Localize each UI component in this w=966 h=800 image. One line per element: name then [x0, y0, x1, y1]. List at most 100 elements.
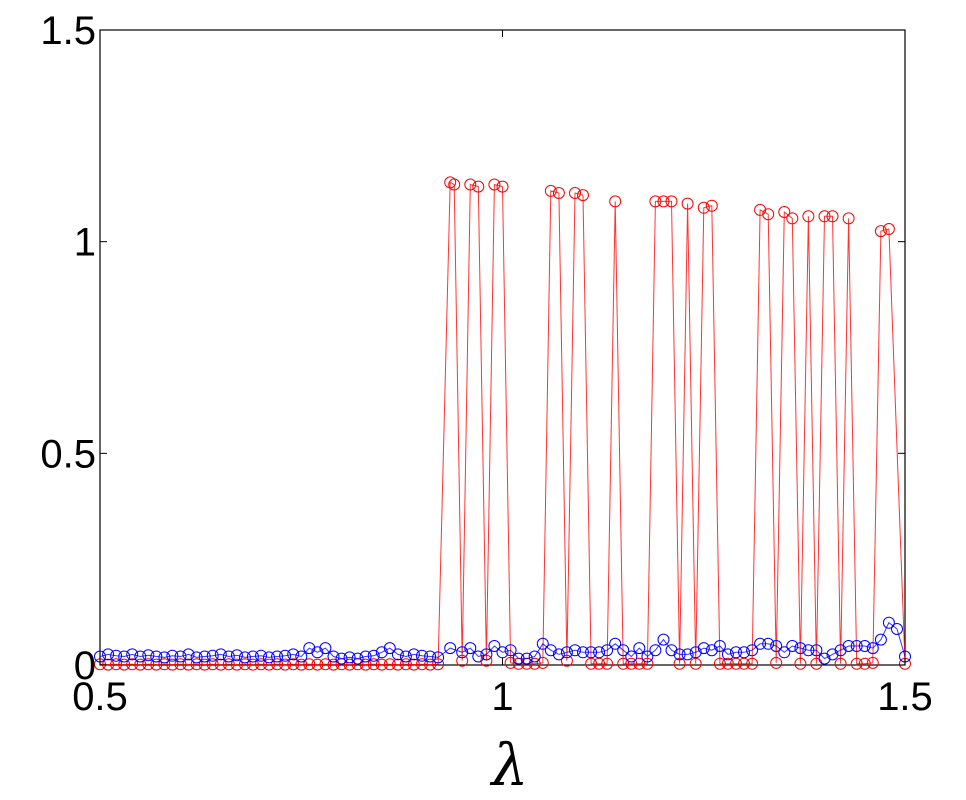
data-point: [697, 201, 710, 214]
data-point: [263, 651, 275, 664]
data-point: [407, 658, 420, 671]
data-point: [416, 649, 428, 662]
data-point: [118, 650, 131, 663]
data-point: [746, 644, 759, 657]
data-point: [778, 646, 791, 659]
data-point: [174, 658, 187, 671]
data-point: [134, 650, 147, 663]
data-point: [577, 189, 589, 202]
data-point: [641, 657, 654, 670]
data-point: [263, 658, 275, 671]
data-point: [842, 640, 855, 652]
data-point: [311, 658, 324, 671]
data-point: [504, 644, 517, 657]
data-point: [351, 652, 364, 665]
data-point: [271, 650, 284, 663]
data-point: [456, 654, 469, 667]
data-point: [279, 649, 292, 662]
series-0: [94, 176, 911, 671]
data-point: [544, 644, 557, 657]
data-point: [512, 652, 525, 665]
data-point: [214, 658, 227, 671]
data-point: [713, 640, 726, 652]
data-point: [850, 640, 863, 652]
data-point: [858, 640, 871, 652]
data-point: [359, 658, 372, 671]
data-point: [673, 648, 686, 661]
data-point: [295, 658, 308, 671]
data-point: [866, 656, 879, 669]
data-point: [319, 658, 332, 671]
data-point: [609, 195, 622, 208]
data-point: [520, 652, 533, 665]
data-point: [721, 648, 734, 661]
data-point: [730, 646, 742, 659]
data-point: [238, 658, 251, 671]
data-point: [255, 649, 267, 662]
data-point: [633, 642, 646, 655]
data-point: [697, 642, 710, 655]
data-point: [891, 623, 903, 635]
data-point: [407, 648, 420, 661]
data-point: [721, 657, 734, 670]
data-point: [246, 658, 259, 671]
data-point: [609, 637, 622, 650]
data-point: [746, 657, 759, 670]
data-point: [585, 646, 598, 659]
data-point: [222, 650, 235, 663]
data-point: [287, 658, 300, 671]
data-point: [142, 649, 155, 662]
series-layer: [94, 176, 911, 671]
data-point: [383, 642, 396, 655]
data-point: [818, 652, 831, 665]
data-point: [472, 180, 485, 193]
data-point: [601, 644, 614, 657]
data-point: [569, 644, 581, 657]
data-point: [319, 642, 332, 655]
data-point: [496, 180, 509, 193]
data-point: [874, 633, 887, 646]
data-point: [681, 197, 694, 210]
y-tick-label: 0.5: [40, 432, 96, 476]
data-point: [126, 648, 139, 661]
data-point: [681, 648, 694, 661]
x-tick-label: 0.5: [72, 675, 128, 719]
x-tick-label: 1: [491, 675, 513, 719]
data-point: [367, 649, 380, 662]
data-point: [665, 195, 678, 208]
data-point: [375, 646, 388, 659]
data-point: [158, 651, 171, 664]
data-point: [560, 654, 573, 667]
data-point: [367, 658, 380, 671]
data-point: [303, 658, 316, 671]
data-point: [424, 658, 437, 671]
data-point: [770, 656, 783, 669]
data-point: [399, 658, 412, 671]
data-point: [174, 650, 187, 663]
data-point: [802, 644, 815, 657]
data-point: [754, 637, 767, 650]
data-point: [569, 187, 581, 199]
data-point: [375, 658, 388, 671]
data-point: [182, 658, 195, 671]
data-point: [882, 616, 895, 629]
data-point: [488, 640, 501, 652]
data-point: [110, 658, 123, 671]
data-point: [303, 642, 316, 655]
data-point: [416, 658, 428, 671]
data-point: [673, 657, 686, 670]
data-point: [230, 649, 243, 662]
data-point: [391, 648, 404, 661]
data-point: [657, 195, 670, 208]
data-point: [383, 658, 396, 671]
data-point: [102, 648, 115, 661]
data-point: [311, 646, 324, 659]
series-1: [94, 616, 911, 665]
data-point: [448, 178, 461, 191]
data-point: [882, 223, 895, 235]
data-point: [399, 650, 412, 663]
data-point: [464, 178, 477, 191]
data-point: [713, 657, 726, 670]
data-point: [287, 648, 300, 661]
